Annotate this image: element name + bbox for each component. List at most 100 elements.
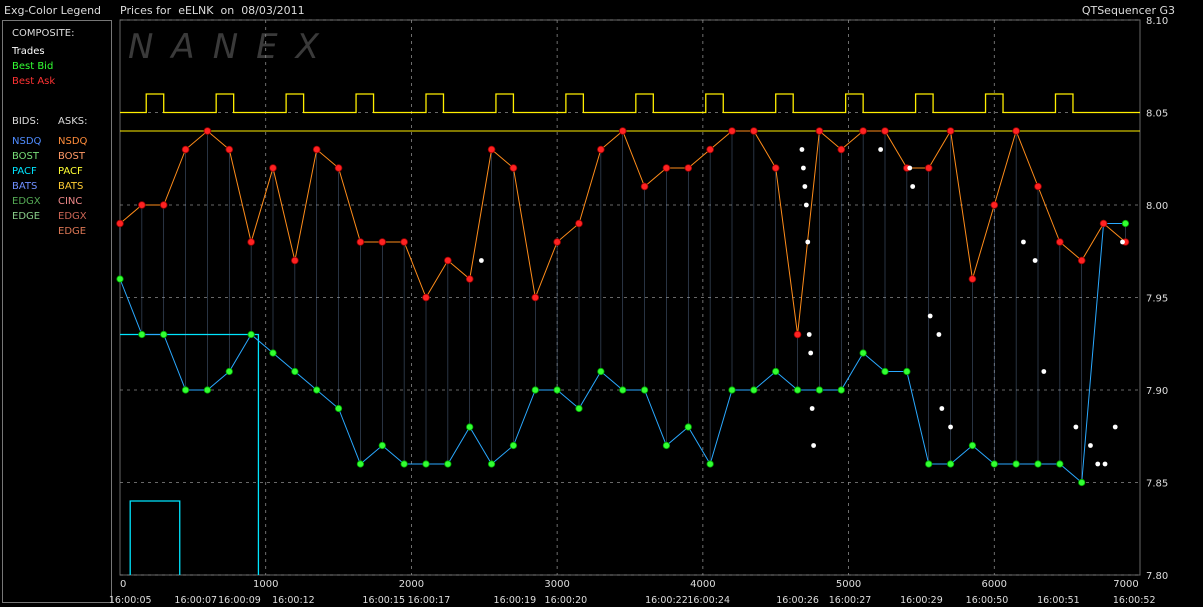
prices-for-label: Prices for: [120, 4, 172, 17]
trade-point: [1073, 424, 1079, 430]
best-ask-point: [269, 164, 277, 172]
best-ask-point: [771, 164, 780, 172]
best-bid-point: [575, 404, 583, 413]
best-ask-point: [1099, 219, 1108, 228]
best-bid-point: [903, 367, 911, 376]
y-tick-label: 8.10: [1146, 16, 1168, 27]
time-label: 16:00:24: [687, 595, 730, 606]
best-bid-point: [1012, 460, 1020, 468]
time-label: 16:00:26: [776, 595, 819, 606]
y-tick-label: 8.05: [1146, 109, 1168, 120]
best-bid-point: [269, 349, 277, 357]
legend-bid-edge: EDGE: [12, 211, 41, 222]
best-bid-point: [313, 386, 321, 394]
best-ask-point: [487, 145, 496, 154]
best-bid-point: [203, 386, 212, 394]
best-bid-point: [968, 441, 977, 450]
trade-point: [1112, 424, 1118, 430]
legend-ask-pacf: PACF: [58, 166, 83, 177]
best-ask-point: [946, 127, 955, 135]
watermark: NANEX: [128, 27, 337, 67]
best-bid-point: [946, 460, 955, 468]
best-bid-point: [597, 367, 605, 376]
legend-bid-pacf: PACF: [12, 166, 37, 177]
legend-asks-header: ASKS:: [58, 116, 88, 127]
best-bid-point: [837, 386, 845, 394]
trade-point: [1041, 369, 1047, 374]
legend-ask-edge: EDGE: [58, 226, 87, 237]
best-bid-point: [247, 330, 255, 339]
y-tick-label: 7.95: [1146, 294, 1168, 305]
best-bid-point: [619, 386, 627, 394]
best-bid-point: [487, 460, 496, 468]
time-label: 16:00:50: [966, 595, 1009, 606]
best-bid-point: [684, 423, 692, 431]
best-ask-point: [159, 201, 168, 209]
time-label: 16:00:05: [109, 595, 152, 606]
best-ask-point: [531, 293, 540, 302]
best-bid-point: [640, 386, 649, 394]
best-ask-point: [750, 127, 758, 135]
on-label: on: [220, 4, 235, 17]
x-tick-label: 6000: [982, 579, 1007, 590]
best-ask-point: [837, 145, 846, 154]
x-tick-label: 3000: [544, 579, 569, 590]
legend-best-ask: Best Ask: [12, 76, 56, 87]
x-tick-label: 0: [120, 579, 126, 590]
best-bid-point: [662, 441, 671, 450]
best-ask-point: [422, 293, 430, 302]
trade-point: [811, 443, 816, 448]
best-ask-point: [793, 330, 802, 339]
legend-title: Exg-Color Legend: [4, 4, 102, 17]
legend-bids-header: BIDS:: [12, 116, 40, 127]
time-label: 16:00:27: [829, 595, 872, 606]
y-tick-label: 7.90: [1146, 386, 1168, 397]
best-ask-point: [859, 127, 867, 135]
best-ask-point: [116, 219, 124, 228]
best-bid-point: [181, 386, 190, 394]
time-label: 16:00:09: [218, 595, 261, 606]
time-label: 16:00:19: [494, 595, 537, 606]
legend-bid-nsdq: NSDQ: [12, 136, 42, 147]
best-ask-point: [1077, 256, 1086, 265]
best-bid-point: [772, 367, 780, 376]
best-ask-point: [990, 201, 999, 209]
best-bid-point: [728, 386, 736, 394]
chart-header: Prices for eELNK on 08/03/2011: [120, 4, 305, 17]
best-ask-point: [181, 145, 190, 154]
best-ask-point: [465, 275, 474, 283]
best-ask-point: [356, 238, 365, 246]
best-ask-point: [1012, 127, 1020, 135]
trade-point: [927, 313, 933, 319]
best-ask-point: [400, 238, 408, 246]
trade-point: [799, 147, 805, 152]
time-label: 16:00:29: [900, 595, 943, 606]
best-bid-point: [1034, 460, 1042, 468]
trade-point: [1102, 461, 1108, 467]
best-bid-point: [815, 386, 824, 394]
best-ask-point: [444, 256, 452, 265]
trade-point: [808, 350, 814, 356]
best-ask-point: [378, 238, 387, 246]
trade-point: [910, 184, 916, 189]
app-name: QTSequencer G3: [1081, 4, 1175, 17]
best-ask-point: [1034, 182, 1042, 191]
trade-point: [805, 239, 811, 245]
legend-ask-bost: BOST: [58, 151, 86, 162]
best-bid-point: [400, 460, 408, 468]
x-tick-label: 5000: [836, 579, 861, 590]
best-ask-point: [881, 127, 889, 135]
y-tick-label: 7.80: [1146, 571, 1168, 582]
trade-point: [948, 424, 953, 430]
time-label: 16:00:15: [362, 595, 405, 606]
legend-trades: Trades: [12, 46, 45, 57]
legend-box: [2, 20, 112, 603]
best-bid-point: [138, 330, 146, 339]
best-ask-point: [640, 182, 649, 191]
best-bid-point: [750, 386, 758, 394]
best-ask-point: [597, 145, 605, 154]
best-bid-point: [531, 386, 539, 394]
legend-best-bid: Best Bid: [12, 61, 54, 72]
best-ask-point: [815, 127, 824, 135]
trade-point: [809, 406, 815, 411]
